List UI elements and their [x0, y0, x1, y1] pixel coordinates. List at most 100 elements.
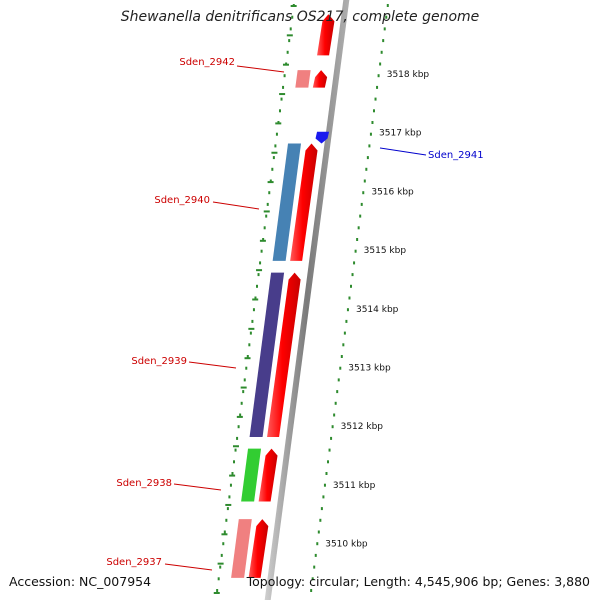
cds-arrow: [248, 519, 269, 578]
right-track-dot: [371, 121, 374, 124]
leader-line: [164, 563, 213, 571]
left-track-dash: [271, 151, 278, 154]
left-track-dot: [217, 577, 220, 581]
scale-label: 3516 kbp: [371, 187, 414, 197]
gene-bar-sden_2937: [231, 519, 252, 578]
scale-label: 3513 kbp: [348, 364, 391, 374]
right-track-dot: [325, 472, 328, 475]
gene-bar-sden_2938: [241, 448, 262, 502]
right-track-dot: [330, 436, 333, 440]
left-track-dot: [269, 179, 272, 183]
left-track-dash: [240, 386, 247, 389]
left-track-dot: [222, 542, 225, 546]
right-track-dot: [369, 132, 372, 136]
right-track-dot: [365, 167, 368, 171]
gene-label[interactable]: Sden_2940: [154, 195, 210, 206]
right-track-dot: [343, 331, 346, 335]
right-track-dot: [313, 565, 316, 569]
right-track-dot: [345, 319, 348, 323]
right-track-dot: [356, 238, 359, 241]
left-track-dot: [237, 425, 240, 429]
right-track-dot: [340, 355, 343, 358]
left-track-dot: [262, 238, 265, 241]
left-track-dot: [280, 97, 283, 101]
left-track-dash: [267, 181, 274, 184]
left-track-dot: [254, 296, 257, 300]
left-track-dash: [248, 327, 255, 330]
left-track-dash: [244, 357, 251, 360]
gene-label[interactable]: Sden_2939: [131, 356, 187, 367]
cds-arrow: [317, 14, 335, 56]
right-track-dot: [320, 507, 323, 511]
right-track-dot: [336, 390, 339, 394]
gene-label[interactable]: Sden_2942: [179, 57, 235, 68]
scale-label: 3512 kbp: [341, 422, 384, 432]
right-track-dot: [353, 261, 356, 265]
left-track-dot: [272, 156, 275, 160]
left-track-dot: [248, 343, 251, 347]
right-track-dot: [374, 97, 377, 101]
scale-label: 3510 kbp: [325, 540, 368, 550]
left-track-dot: [268, 191, 271, 195]
gene-bar-sden_2941: [315, 131, 330, 144]
left-track-dot: [225, 518, 228, 522]
left-track-dot: [265, 214, 268, 218]
accession-text: Accession: NC_007954: [9, 574, 152, 589]
left-track-dot: [229, 483, 232, 487]
right-track-dot: [342, 343, 345, 347]
right-track-dot: [348, 296, 351, 300]
right-track-dot: [351, 273, 354, 277]
left-track-dash: [213, 592, 220, 594]
left-track-dash: [279, 93, 286, 96]
left-track-dash: [236, 415, 243, 418]
gene-label[interactable]: Sden_2941: [428, 150, 484, 161]
left-track-dash: [225, 503, 232, 506]
gene-bar-sden_2940: [272, 143, 302, 261]
cds-arrow: [312, 70, 328, 88]
cds-arrow: [290, 143, 318, 261]
left-track-dot: [243, 378, 246, 382]
right-track-dot: [328, 448, 331, 452]
right-track-dot: [377, 74, 380, 78]
left-track-dot: [291, 15, 294, 19]
leader-line: [188, 361, 237, 369]
left-track-dot: [278, 109, 281, 113]
right-track-dot: [314, 553, 317, 557]
right-track-dot: [327, 460, 330, 464]
gene-label[interactable]: Sden_2937: [106, 557, 162, 568]
left-track-dot: [274, 144, 277, 148]
left-track-dot: [283, 74, 286, 78]
leader-line: [212, 201, 260, 210]
right-track-dot: [380, 50, 383, 54]
left-track-dash: [290, 5, 297, 7]
left-track-dash: [256, 269, 263, 272]
left-track-dot: [289, 27, 292, 31]
right-track-dot: [357, 226, 360, 230]
right-track-dot: [354, 249, 357, 253]
cds-arrow: [267, 272, 301, 437]
right-track-dot: [311, 577, 314, 581]
left-track-dot: [236, 436, 239, 440]
right-track-dot: [359, 214, 362, 218]
left-track-dot: [226, 507, 229, 511]
right-track-dot: [322, 495, 325, 499]
right-track-dot: [376, 85, 379, 89]
right-track-dot: [337, 378, 340, 382]
left-track-dot: [257, 273, 260, 277]
left-track-dot: [252, 308, 255, 312]
gene-label[interactable]: Sden_2938: [116, 478, 172, 489]
scale-label: 3518 kbp: [387, 70, 430, 80]
left-track-dash: [259, 239, 266, 242]
left-track-dash: [275, 122, 282, 125]
right-track-dot: [317, 530, 320, 534]
right-track-dot: [372, 109, 375, 113]
left-track-dot: [228, 495, 231, 499]
right-track-dot: [319, 518, 322, 522]
right-track-dot: [382, 39, 385, 43]
genome-backbone: [264, 0, 350, 600]
right-track-dot: [346, 308, 349, 312]
left-track-dot: [256, 284, 259, 288]
left-track-dash: [217, 562, 224, 565]
right-track-dot: [363, 179, 366, 183]
